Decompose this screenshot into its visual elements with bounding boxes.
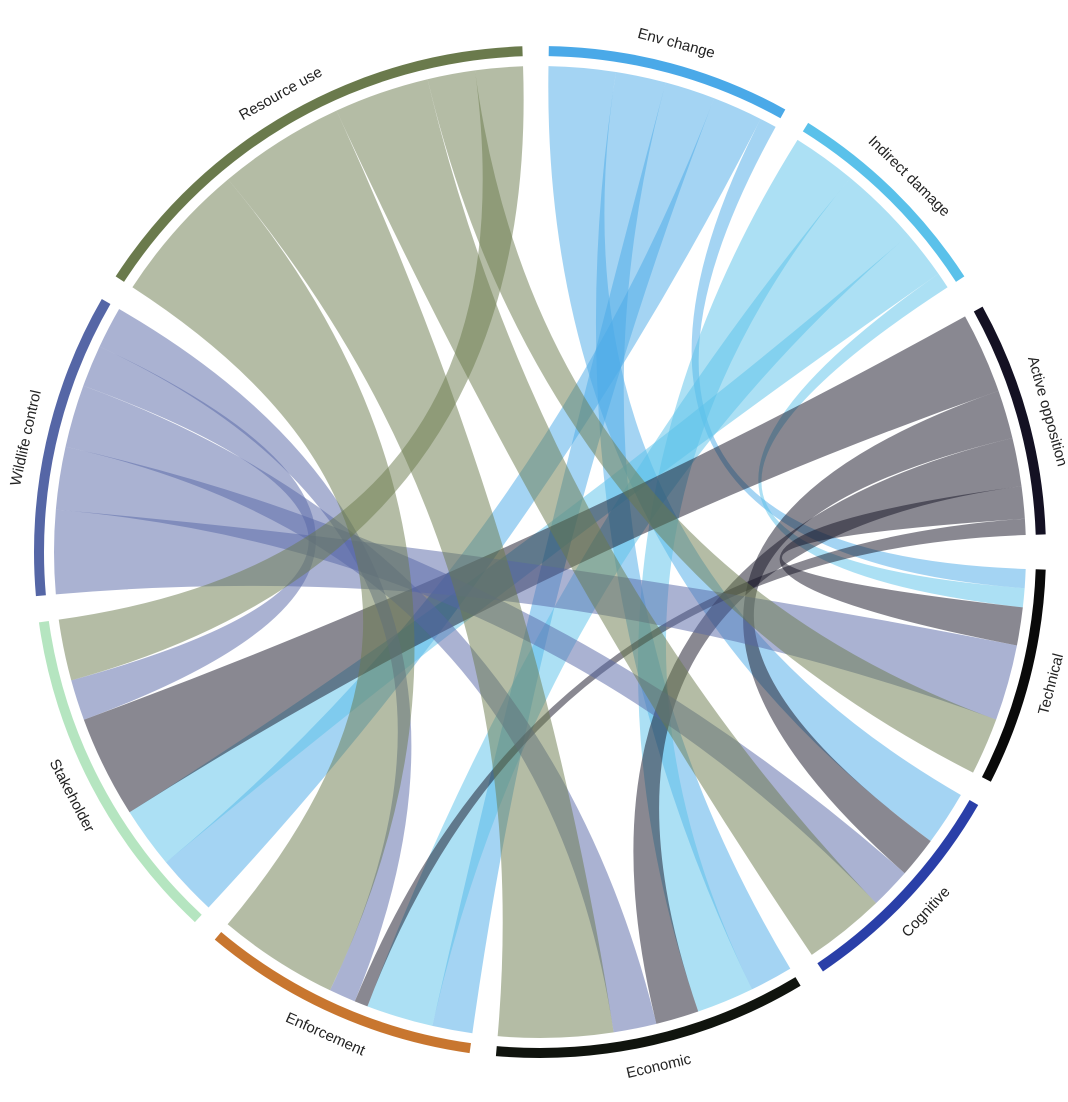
group-arc-technical (981, 569, 1046, 782)
group-label-economic: Economic (625, 1051, 693, 1082)
group-label-wildlife-control: Wildlife control (7, 389, 45, 488)
chord-link-indirect-damage-to-enforcement (367, 178, 909, 1026)
chord-link-active-opposition-to-technical (779, 486, 1025, 646)
group-arc-economic (495, 977, 801, 1058)
chord-link-resource-use-to-stakeholder (58, 66, 524, 681)
group-arc-cognitive (817, 800, 979, 972)
chord-link-resource-use-to-enforcement (132, 179, 415, 991)
group-arc-wildlife-control (33, 299, 111, 597)
group-arc-indirect-damage (802, 122, 965, 282)
chord-link-env-change-to-cognitive (548, 66, 961, 842)
chord-link-active-opposition-to-stakeholder (83, 316, 999, 813)
group-arc-env-change (548, 46, 786, 119)
group-label-technical: Technical (1035, 652, 1067, 717)
chord-link-resource-use-to-economic (228, 110, 614, 1038)
chord-link-active-opposition-to-economic (633, 437, 1022, 1024)
chord-link-wildlife-control-to-economic (65, 385, 657, 1033)
chord-link-env-change-to-stakeholder (166, 98, 761, 908)
chord-link-active-opposition-to-cognitive (743, 390, 1013, 874)
chord-link-wildlife-control-to-cognitive (55, 446, 905, 904)
group-label-env-change: Env change (636, 25, 717, 62)
group-arc-enforcement (214, 931, 471, 1054)
group-label-resource-use: Resource use (236, 64, 325, 124)
chord-links (53, 66, 1026, 1038)
group-arc-active-opposition (973, 306, 1046, 535)
chord-link-env-change-to-economic (595, 71, 791, 990)
group-arcs (33, 46, 1046, 1058)
